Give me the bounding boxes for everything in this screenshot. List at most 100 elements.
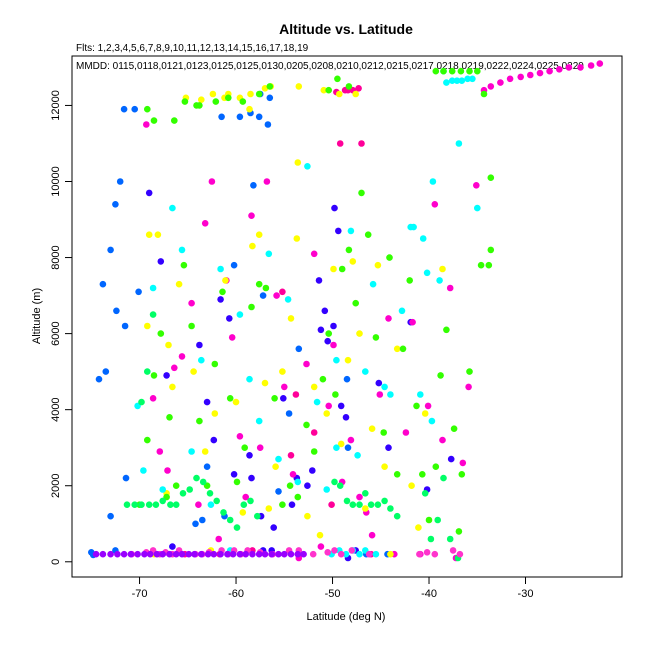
data-point — [477, 261, 485, 269]
data-point — [423, 269, 431, 277]
data-point — [210, 550, 218, 558]
data-point — [387, 550, 394, 558]
data-point — [372, 550, 380, 558]
data-point — [449, 547, 457, 554]
data-point — [185, 550, 193, 558]
data-point — [154, 231, 162, 238]
data-point — [453, 77, 461, 84]
data-point — [402, 429, 410, 436]
data-point — [120, 550, 128, 558]
x-tick-label: -50 — [325, 588, 341, 600]
data-point — [374, 501, 382, 509]
data-point — [434, 516, 442, 524]
data-point — [419, 471, 426, 478]
data-point — [261, 379, 269, 387]
y-axis: 0 2000 4000 6000 8000 10000 12000 — [50, 90, 73, 565]
data-point — [279, 501, 286, 509]
flights-text: Flts: 1,2,3,4,5,6,7,8,9,10,11,12,13,14,1… — [76, 43, 309, 54]
data-point — [324, 337, 332, 345]
data-point — [239, 98, 247, 105]
data-point — [188, 299, 195, 307]
data-point — [466, 368, 473, 375]
data-point — [192, 520, 199, 528]
data-point — [201, 220, 209, 227]
data-point — [217, 296, 224, 303]
data-point — [315, 277, 323, 284]
data-point — [362, 490, 369, 497]
data-point — [149, 395, 157, 402]
data-point — [172, 482, 180, 490]
data-point — [242, 493, 249, 501]
data-point — [362, 368, 369, 375]
data-point — [497, 79, 504, 86]
data-point — [338, 265, 346, 273]
data-point — [330, 265, 337, 273]
data-point — [156, 448, 164, 455]
data-point — [236, 113, 244, 121]
data-point — [206, 490, 214, 497]
data-point — [263, 178, 271, 185]
data-point — [232, 398, 240, 406]
data-point — [149, 311, 157, 318]
data-point — [287, 452, 295, 459]
data-point — [167, 501, 174, 509]
data-point — [255, 280, 263, 288]
data-point — [141, 550, 148, 558]
data-point — [188, 448, 195, 455]
x-tick-label: -30 — [518, 588, 534, 600]
data-point — [144, 322, 151, 330]
data-point — [410, 223, 417, 231]
data-point — [455, 528, 463, 535]
data-point — [356, 330, 363, 337]
data-point — [369, 280, 377, 288]
data-point — [246, 375, 253, 383]
y-tick-label: 2000 — [50, 473, 62, 497]
data-point — [166, 414, 173, 421]
data-point — [465, 383, 472, 391]
data-point — [255, 550, 263, 558]
data-point — [352, 90, 360, 98]
data-point — [440, 67, 447, 75]
data-point — [331, 204, 338, 212]
data-point — [358, 189, 365, 197]
data-point — [268, 550, 276, 558]
data-point — [437, 372, 444, 379]
data-point — [310, 429, 318, 436]
data-point — [330, 322, 337, 330]
data-point — [122, 474, 130, 482]
data-point — [248, 212, 255, 219]
data-point — [343, 375, 351, 383]
data-point — [446, 284, 454, 292]
data-point — [365, 550, 373, 558]
data-point — [356, 493, 363, 501]
data-point — [288, 501, 296, 509]
data-point — [113, 307, 120, 315]
data-point — [198, 550, 205, 558]
y-tick-label: 12000 — [50, 90, 62, 121]
data-point — [204, 550, 212, 558]
data-point — [107, 246, 114, 254]
data-point — [201, 448, 209, 455]
data-point — [310, 250, 318, 258]
data-point — [246, 105, 253, 113]
data-point — [195, 501, 202, 509]
data-point — [102, 368, 110, 375]
data-point — [347, 436, 355, 444]
data-point — [429, 178, 437, 185]
data-point — [233, 478, 241, 486]
data-point — [352, 299, 360, 307]
data-point — [159, 486, 166, 493]
data-point — [279, 288, 286, 296]
data-point — [242, 550, 249, 558]
data-point — [337, 402, 345, 410]
data-point — [287, 550, 295, 558]
data-point — [152, 501, 160, 509]
data-point — [304, 512, 311, 520]
data-point — [316, 531, 324, 539]
data-point — [356, 550, 363, 558]
data-point — [385, 315, 392, 322]
data-point — [281, 550, 288, 558]
data-point — [431, 550, 439, 558]
data-point — [261, 550, 269, 558]
